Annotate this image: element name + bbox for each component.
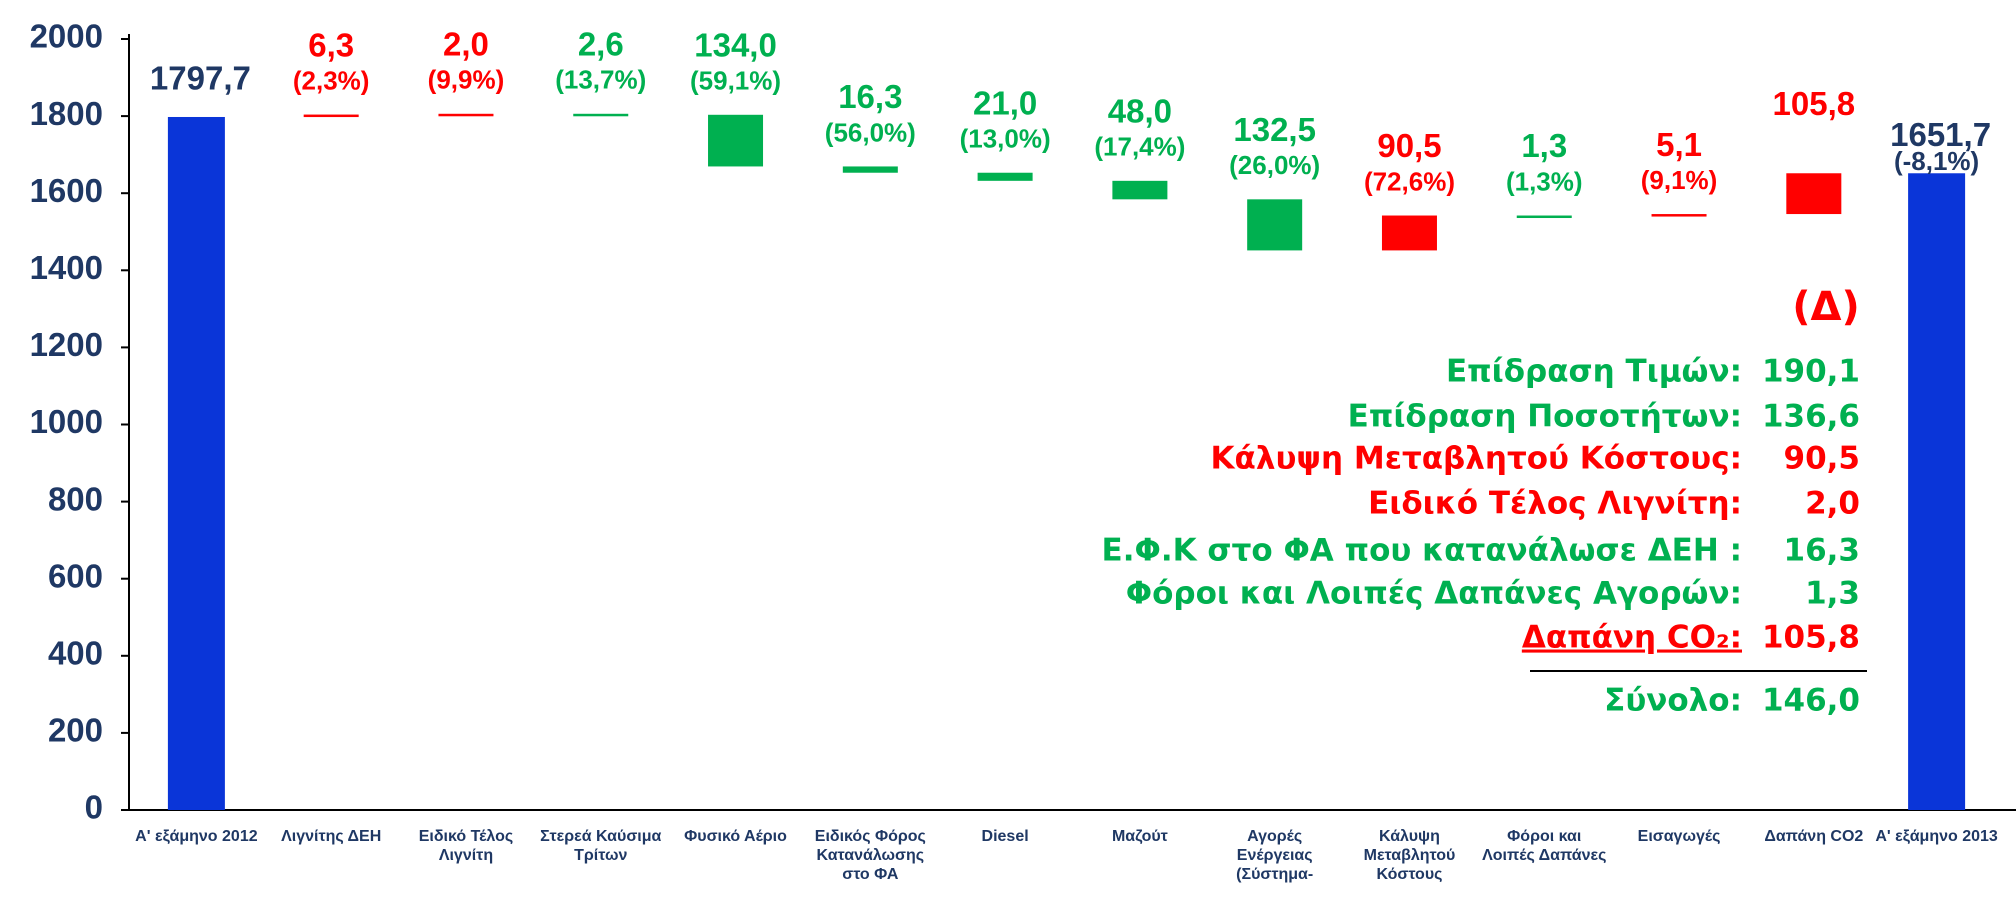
- annotation-label: Δαπάνη CO₂:: [1522, 620, 1742, 656]
- annotation-value: 105,8: [1762, 620, 1860, 656]
- percent-label: (17,4%): [1094, 132, 1185, 162]
- x-tick-label: Μαζούτ: [1111, 828, 1168, 845]
- annotation-label: Επίδραση Ποσοτήτων:: [1348, 399, 1742, 435]
- percent-label: (13,7%): [555, 65, 646, 95]
- x-tick-label: Φόροι και Λοιπές Δαπάνες: [1482, 828, 1607, 864]
- x-tick-label: Δαπάνη CO2: [1764, 828, 1864, 845]
- value-label: 16,3: [838, 78, 902, 115]
- x-tick-label: Στερεά Καύσιμα Τρίτων: [540, 828, 662, 864]
- x-tick-label: Λιγνίτης ΔΕΗ: [281, 828, 382, 845]
- value-label: 1,3: [1521, 127, 1567, 164]
- value-label: 90,5: [1377, 127, 1441, 164]
- annotation-total-value: 146,0: [1762, 683, 1860, 719]
- percent-label: (72,6%): [1364, 166, 1455, 196]
- value-label: 105,8: [1773, 85, 1856, 122]
- y-tick-label: 1400: [30, 249, 103, 286]
- bar: [977, 172, 1033, 181]
- percent-label: (1,3%): [1506, 166, 1583, 196]
- annotation-title: (Δ): [1792, 284, 1860, 330]
- x-tick-label: Κάλυψη Μεταβλητού Κόστους: [1363, 828, 1456, 883]
- bar: [1651, 214, 1707, 217]
- x-tick-label: Ειδικό Τέλος Λιγνίτη: [418, 828, 514, 864]
- y-tick-label: 2000: [30, 18, 103, 55]
- annotation-label: Επίδραση Τιμών:: [1446, 354, 1742, 390]
- percent-label: (13,0%): [960, 124, 1051, 154]
- value-label: 132,5: [1233, 111, 1316, 148]
- y-tick-label: 400: [48, 635, 103, 672]
- x-tick-label: Ειδικός Φόρος Κατανάλωσης στο ΦΑ: [814, 828, 926, 883]
- bar: [1786, 173, 1842, 215]
- y-tick-label: 1200: [30, 326, 103, 363]
- percent-label: (9,1%): [1641, 165, 1718, 195]
- value-label: 1651,7: [1890, 116, 1991, 153]
- annotation-label: Κάλυψη Μεταβλητού Κόστους:: [1211, 441, 1742, 477]
- bar: [1247, 199, 1303, 251]
- x-tick-label: Α' εξάμηνο 2012: [135, 828, 258, 845]
- annotation-value: 1,3: [1805, 576, 1860, 612]
- bar: [708, 114, 764, 167]
- percent-label: (59,1%): [690, 66, 781, 96]
- annotation-value: 16,3: [1784, 533, 1861, 569]
- value-label: 134,0: [694, 27, 777, 64]
- annotation-label: Ειδικό Τέλος Λιγνίτη:: [1368, 486, 1742, 522]
- bar: [303, 114, 359, 118]
- bar: [842, 166, 898, 173]
- bar: [1381, 215, 1437, 251]
- annotation-value: 136,6: [1762, 399, 1860, 435]
- annotation-label: Ε.Φ.Κ στο ΦΑ που κατανάλωσε ΔΕΗ :: [1102, 533, 1742, 569]
- bar: [573, 113, 629, 117]
- annotation-value: 2,0: [1805, 486, 1860, 522]
- x-tick-label: Diesel: [981, 828, 1029, 845]
- percent-label: (26,0%): [1229, 150, 1320, 180]
- x-tick-label: Αγορές Ενέργειας (Σύστημα-: [1236, 828, 1314, 883]
- bar: [1908, 173, 1966, 810]
- annotation-label: Φόροι και Λοιπές Δαπάνες Αγορών:: [1126, 576, 1742, 612]
- annotation-value: 90,5: [1784, 441, 1861, 477]
- y-tick-label: 800: [48, 480, 103, 517]
- bar: [1516, 215, 1572, 219]
- percent-label: (9,9%): [428, 65, 505, 95]
- annotation-total-label: Σύνολο:: [1604, 683, 1742, 719]
- bar: [438, 113, 494, 117]
- bar: [1112, 180, 1168, 200]
- y-tick-label: 200: [48, 712, 103, 749]
- percent-label: (-8,1%): [1894, 146, 1979, 176]
- value-label: 5,1: [1656, 126, 1702, 163]
- bar: [167, 116, 225, 811]
- x-tick-label: Α' εξάμηνο 2013: [1875, 828, 1998, 845]
- percent-label: (56,0%): [825, 117, 916, 147]
- y-tick-label: 0: [85, 789, 103, 826]
- y-tick-label: 1000: [30, 403, 103, 440]
- y-tick-label: 600: [48, 557, 103, 594]
- x-tick-label: Φυσικό Αέριο: [684, 828, 787, 845]
- value-label: 48,0: [1108, 93, 1172, 130]
- value-label: 21,0: [973, 84, 1037, 121]
- y-tick-label: 1800: [30, 95, 103, 132]
- value-label: 6,3: [308, 26, 354, 63]
- annotation-value: 190,1: [1762, 354, 1860, 390]
- value-label: 1797,7: [150, 60, 251, 97]
- value-label: 2,6: [578, 26, 624, 63]
- x-tick-label: Εισαγωγές: [1637, 828, 1721, 845]
- value-label: 2,0: [443, 26, 489, 63]
- y-tick-label: 1600: [30, 172, 103, 209]
- percent-label: (2,3%): [293, 65, 370, 95]
